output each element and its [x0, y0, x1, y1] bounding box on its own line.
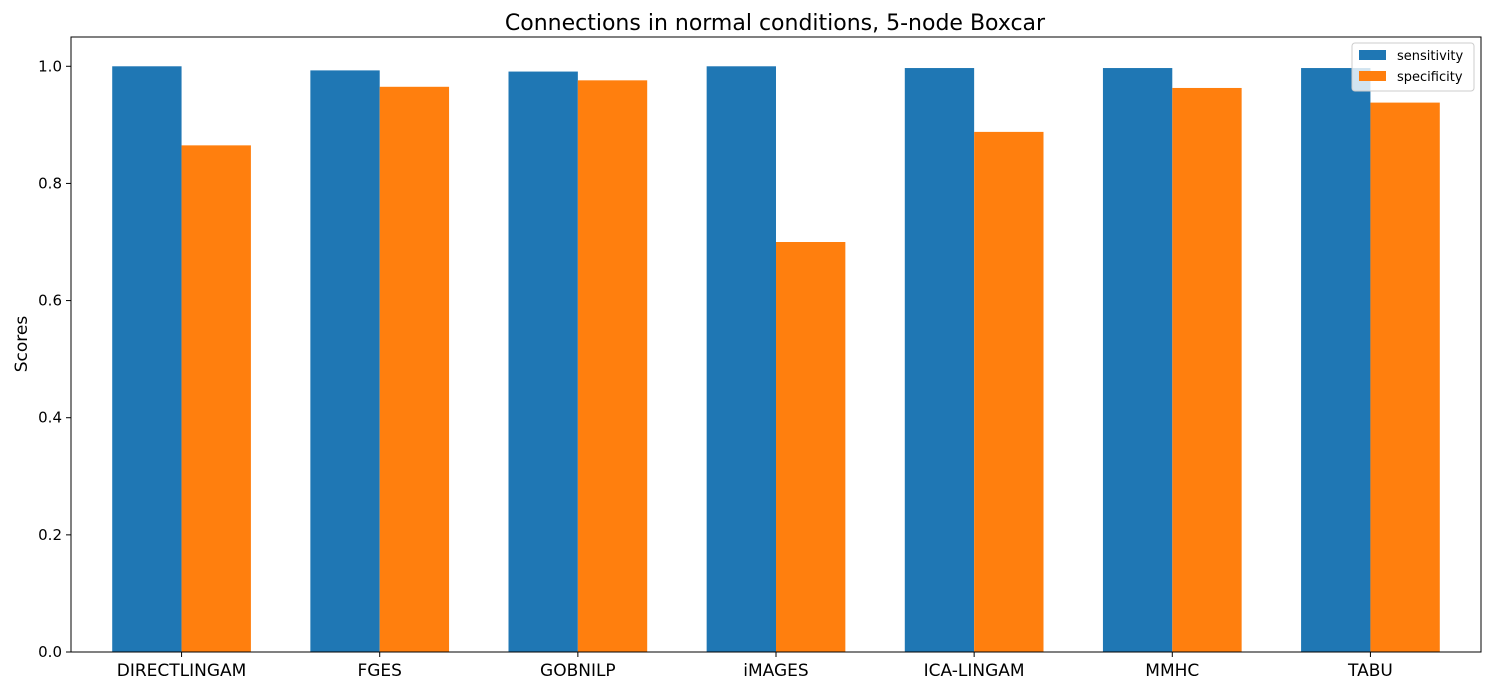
bar-sensitivity-images	[706, 66, 776, 653]
y-tick-label: 0.8	[38, 174, 62, 192]
y-tick-label: 0.4	[38, 409, 62, 427]
bar-sensitivity-mmhc	[1102, 68, 1173, 653]
chart-legend: sensitivity specificity	[1351, 42, 1475, 92]
bar-sensitivity-directlingam	[112, 66, 182, 653]
x-tick-label-mmhc: MMHC	[1145, 661, 1199, 681]
bar-specificity-images	[776, 242, 846, 652]
legend-swatch-sensitivity	[1359, 50, 1386, 60]
axes-layer: 0.0 0.2 0.4 0.6 0.8 1.0 DIRECTLINGAM FGES GOBNIL…	[38, 36, 1482, 681]
bar-specificity-gobnilp	[577, 80, 648, 653]
y-tick-label: 0.0	[38, 643, 62, 661]
y-axis-label: Scores	[12, 316, 32, 373]
bar-sensitivity-fges	[310, 70, 380, 652]
legend-swatch-specificity	[1359, 71, 1386, 81]
y-tick-label: 0.2	[38, 526, 62, 544]
x-tick-label-tabu: TABU	[1347, 661, 1393, 681]
x-tick-label-directlingam: DIRECTLINGAM	[117, 661, 247, 681]
x-tick-label-ica-lingam: ICA-LINGAM	[924, 661, 1025, 681]
legend-label-sensitivity: sensitivity	[1397, 49, 1464, 64]
bar-sensitivity-tabu	[1301, 68, 1371, 653]
y-tick-label: 1.0	[38, 57, 62, 75]
y-tick-label: 0.6	[38, 292, 62, 310]
bar-sensitivity-gobnilp	[508, 71, 578, 652]
chart-title: Connections in normal conditions, 5-node…	[505, 11, 1046, 36]
bar-sensitivity-ica-lingam	[904, 68, 975, 653]
x-tick-label-gobnilp: GOBNILP	[540, 661, 616, 681]
bar-specificity-mmhc	[1172, 87, 1242, 652]
bars-layer	[112, 66, 1440, 653]
bar-specificity-ica-lingam	[974, 131, 1044, 652]
bar-specificity-tabu	[1370, 102, 1440, 653]
legend-label-specificity: specificity	[1397, 70, 1463, 85]
bar-specificity-directlingam	[181, 145, 251, 653]
x-tick-label-fges: FGES	[357, 661, 401, 681]
bar-specificity-fges	[379, 86, 450, 653]
x-tick-label-images: iMAGES	[743, 661, 808, 681]
